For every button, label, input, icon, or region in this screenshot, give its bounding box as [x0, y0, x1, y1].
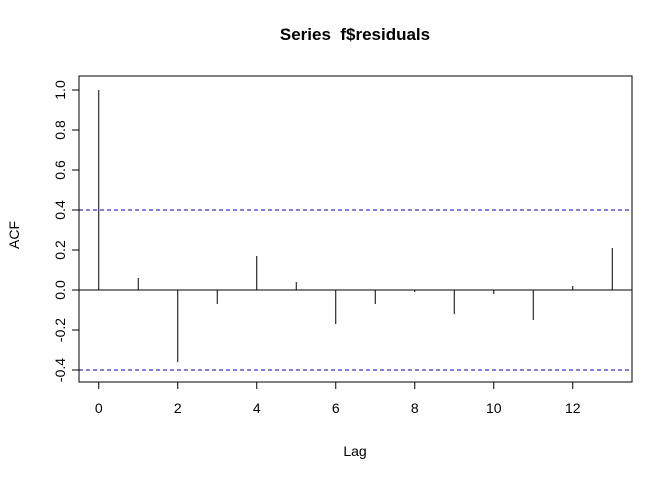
x-tick-label-4: 4: [253, 400, 261, 416]
x-axis-label: Lag: [343, 443, 366, 459]
x-tick-label-2: 2: [174, 400, 182, 416]
x-tick-label-0: 0: [95, 400, 103, 416]
chart-marks: [79, 90, 632, 371]
y-axis-label: ACF: [6, 221, 22, 249]
y-tick-label--0.2: -0.2: [52, 318, 68, 342]
y-tick-label--0.4: -0.4: [52, 358, 68, 382]
x-tick-label-10: 10: [486, 400, 502, 416]
x-tick-label-6: 6: [332, 400, 340, 416]
y-tick-label-0.2: 0.2: [52, 240, 68, 260]
x-tick-label-12: 12: [565, 400, 581, 416]
x-tick-label-8: 8: [411, 400, 419, 416]
y-axis: -0.4 -0.2 0.0 0.2 0.4 0.6 0.8 1.0: [52, 80, 80, 382]
y-tick-label-1.0: 1.0: [52, 80, 68, 100]
y-tick-label-0.4: 0.4: [52, 200, 68, 220]
plot-frame: [78, 75, 633, 383]
y-tick-label-0.8: 0.8: [52, 120, 68, 140]
y-tick-label-0.6: 0.6: [52, 160, 68, 180]
chart-title: Series f$residuals: [280, 25, 430, 44]
x-axis: 0 2 4 6 8 10 12: [95, 381, 581, 416]
y-tick-label-0.0: 0.0: [52, 280, 68, 300]
